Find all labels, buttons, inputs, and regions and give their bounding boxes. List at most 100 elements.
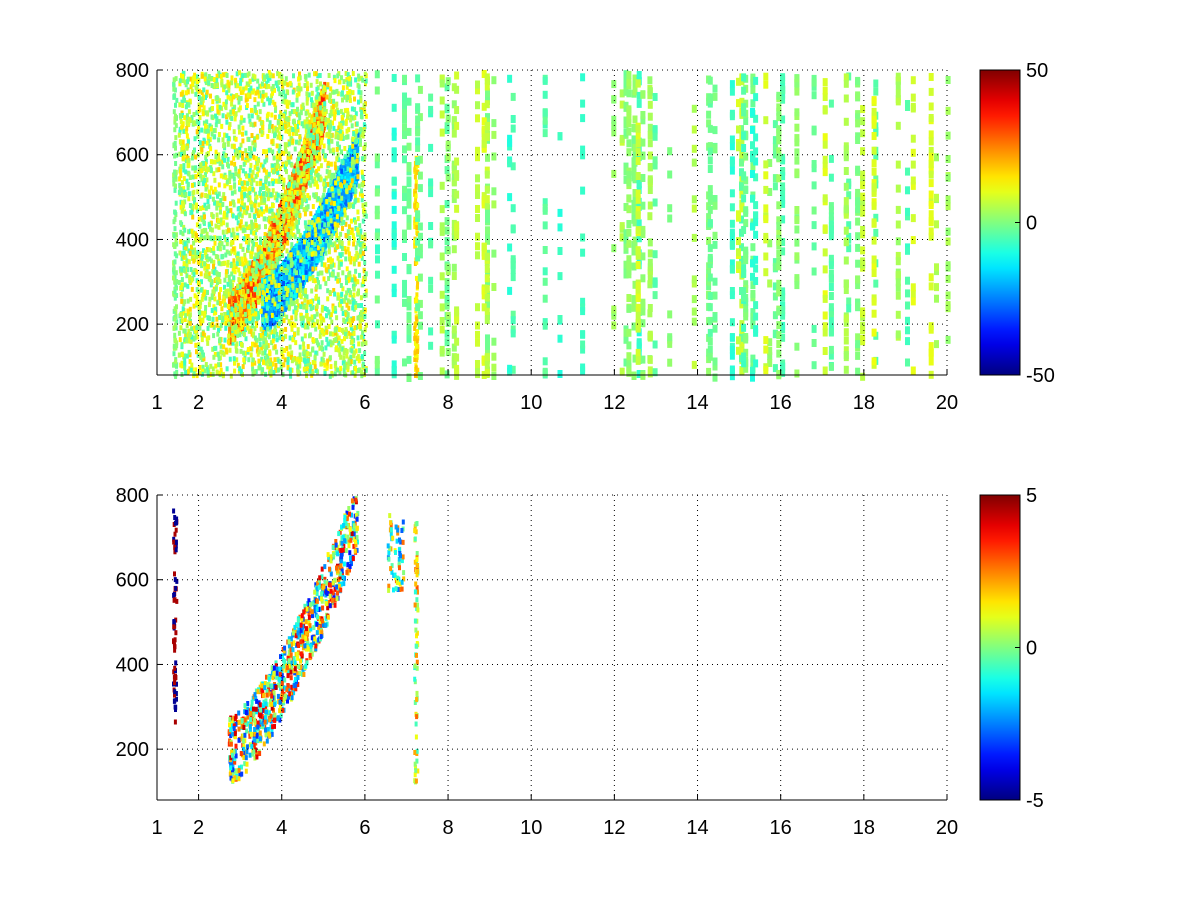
heatmap-cell: [230, 160, 234, 166]
heatmap-cell: [228, 293, 232, 299]
heatmap-cell: [212, 189, 215, 195]
heatmap-cell: [341, 117, 344, 123]
heatmap-cell: [283, 357, 287, 363]
heatmap-cell: [306, 95, 310, 101]
heatmap-cell: [271, 99, 275, 105]
heatmap-cell: [274, 105, 278, 111]
heatmap-cell: [306, 176, 310, 182]
heatmap-cell: [329, 331, 332, 337]
heatmap-cell: [283, 142, 287, 148]
heatmap-cell: [229, 207, 233, 213]
heatmap-cell: [299, 185, 303, 191]
heatmap-cell: [360, 193, 364, 199]
heatmap-cell: [247, 71, 251, 77]
heatmap-cell: [297, 182, 301, 188]
heatmap-cell: [282, 199, 286, 205]
heatmap-cell: [329, 312, 333, 318]
heatmap-cell: [205, 247, 209, 252]
heatmap-cell: [191, 214, 195, 220]
heatmap-cell: [218, 246, 222, 252]
heatmap-cell: [273, 221, 277, 227]
heatmap-cell: [199, 320, 203, 326]
heatmap-cell: [321, 255, 325, 261]
heatmap-cell: [214, 276, 218, 282]
heatmap-cell: [349, 114, 353, 120]
heatmap-cell: [358, 191, 362, 197]
heatmap-cell: [243, 252, 247, 258]
heatmap-cell: [317, 324, 321, 330]
heatmap-cell: [204, 172, 207, 178]
heatmap-cell: [248, 260, 252, 266]
heatmap-cell: [270, 340, 274, 346]
heatmap-cell: [296, 191, 300, 197]
heatmap-cell: [243, 227, 247, 233]
heatmap-cell: [240, 189, 244, 195]
heatmap-cell: [341, 246, 344, 251]
heatmap-cell: [358, 134, 362, 140]
heatmap-cell: [226, 259, 230, 265]
heatmap-cell: [350, 348, 354, 354]
heatmap-cell: [264, 224, 267, 230]
heatmap-cell: [361, 330, 365, 336]
heatmap-cell: [317, 146, 321, 152]
heatmap-cell: [187, 229, 191, 235]
heatmap-cell: [256, 101, 260, 107]
heatmap-cell: [278, 253, 282, 259]
heatmap-cell: [259, 162, 263, 168]
heatmap-cell: [254, 217, 257, 223]
heatmap-cell: [336, 165, 340, 171]
heatmap-cell: [358, 318, 362, 324]
heatmap-cell: [247, 303, 250, 309]
heatmap-cell: [259, 246, 263, 252]
heatmap-cell: [230, 101, 234, 107]
heatmap-cell: [269, 258, 273, 264]
heatmap-cell: [286, 359, 290, 365]
heatmap-cell: [356, 240, 360, 246]
heatmap-cell: [345, 348, 349, 354]
heatmap-cell: [200, 263, 204, 269]
heatmap-cell: [249, 281, 253, 287]
heatmap-cell: [219, 343, 223, 349]
heatmap-cell: [234, 287, 238, 293]
heatmap-cell: [237, 304, 241, 310]
heatmap-cell: [269, 237, 273, 243]
heatmap-cell: [211, 346, 215, 352]
heatmap-cell: [202, 105, 206, 111]
heatmap-cell: [340, 114, 344, 120]
heatmap-cell: [249, 352, 253, 358]
heatmap-cell: [249, 286, 253, 292]
heatmap-cell: [327, 324, 331, 329]
heatmap-cell: [284, 333, 288, 339]
heatmap-cell: [209, 159, 213, 165]
heatmap-cell: [205, 365, 209, 371]
heatmap-cell: [317, 152, 321, 158]
heatmap-cell: [209, 93, 212, 99]
heatmap-cell: [215, 167, 219, 173]
heatmap-cell: [228, 326, 232, 332]
heatmap-cell: [363, 154, 367, 160]
heatmap-cell: [228, 179, 232, 184]
heatmap-cell: [199, 205, 203, 211]
heatmap-cell: [311, 360, 315, 365]
heatmap-cell: [301, 198, 304, 204]
heatmap-cell: [306, 193, 310, 198]
heatmap-cell: [329, 272, 333, 278]
heatmap-cell: [266, 133, 270, 139]
heatmap-cell: [201, 331, 205, 337]
heatmap-cell: [243, 72, 247, 78]
heatmap-cell: [251, 302, 255, 308]
heatmap-cell: [330, 105, 334, 111]
heatmap-cell: [270, 246, 274, 251]
heatmap-cell: [226, 281, 230, 287]
heatmap-cells: [172, 70, 951, 382]
heatmap-cell: [252, 177, 256, 183]
heatmap-cell: [187, 328, 191, 334]
heatmap-cell: [179, 152, 183, 157]
heatmap-cell: [328, 148, 332, 154]
heatmap-cell: [293, 176, 296, 182]
heatmap-cell: [228, 250, 232, 256]
heatmap-cell: [345, 290, 349, 296]
heatmap-cell: [234, 152, 238, 158]
heatmap-cell: [350, 123, 354, 129]
heatmap-cell: [217, 98, 221, 104]
